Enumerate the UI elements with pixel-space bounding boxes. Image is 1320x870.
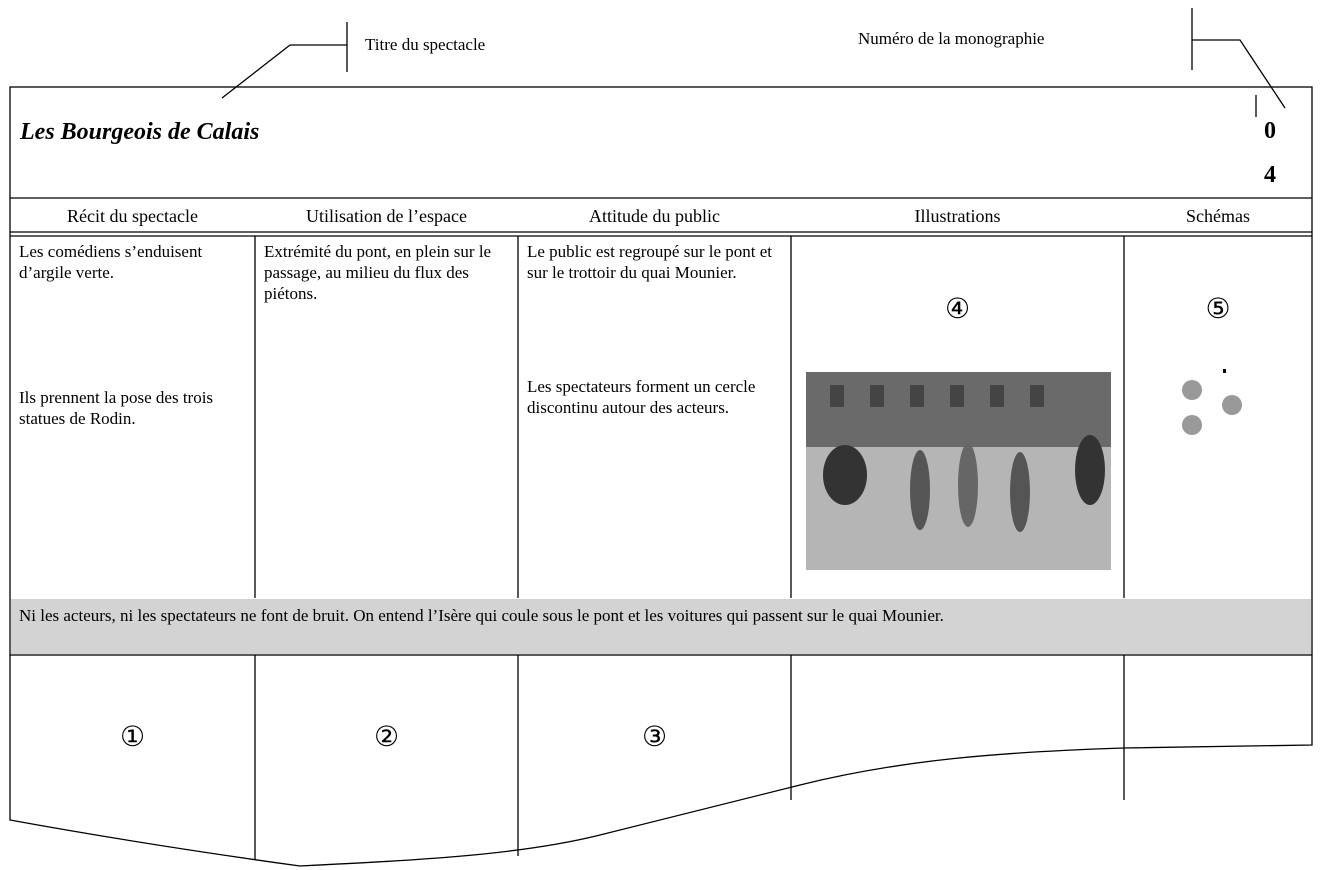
column-header: Illustrations (914, 206, 1001, 226)
marker: ③ (641, 722, 668, 753)
annotation: Numéro de la monographie (858, 29, 1045, 48)
torn-edge (9, 655, 1313, 867)
cell-text: Extrémité du pont, en plein sur le passa… (264, 242, 492, 303)
show-title: Les Bourgeois de Calais (20, 119, 260, 145)
sound-note: Ni les acteurs, ni les spectateurs ne fo… (19, 606, 944, 625)
cell-text: Ils prennent la pose des trois statues d… (19, 388, 214, 428)
column-header: Récit du spectacle (67, 206, 198, 226)
cell-text: Les comédiens s’enduisent d’argile verte… (19, 242, 203, 282)
schema-figure (1182, 369, 1242, 435)
column-header: Utilisation de l’espace (306, 206, 467, 226)
marker: ① (119, 722, 146, 753)
marker: ⑤ (1205, 294, 1231, 325)
title-pointer (221, 44, 347, 99)
sound-band (11, 599, 1311, 654)
cell-text: Le public est regroupé sur le pont et su… (527, 242, 773, 282)
annotation: Titre du spectacle (365, 35, 486, 54)
table-border (9, 86, 1313, 656)
number-digit: 4 (1264, 162, 1276, 188)
cell-text: Les spectateurs forment un cercle discon… (527, 377, 756, 417)
column-header: Schémas (1186, 206, 1250, 226)
number-digit: 0 (1264, 118, 1276, 144)
marker: ④ (944, 294, 971, 325)
column-header: Attitude du public (589, 206, 720, 226)
number-pointer (1192, 39, 1286, 109)
photo (806, 372, 1111, 570)
marker: ② (373, 722, 400, 753)
